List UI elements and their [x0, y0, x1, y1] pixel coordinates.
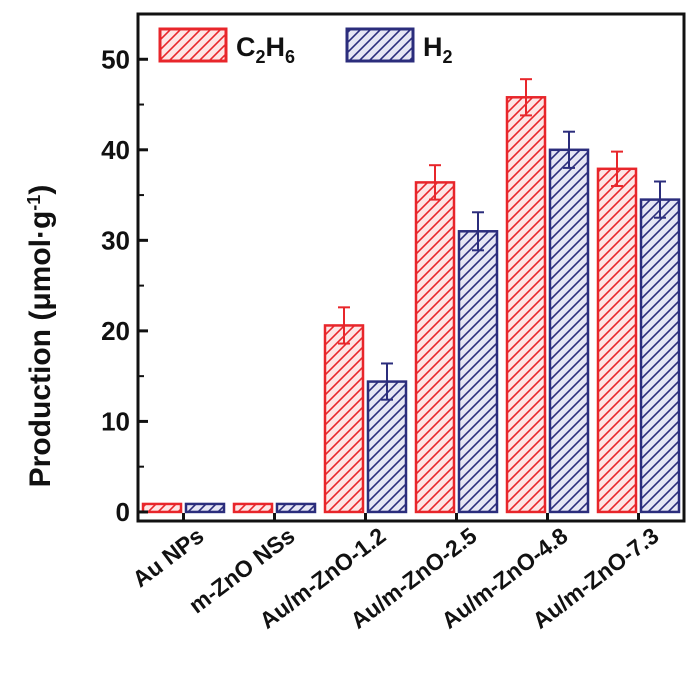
legend-label-h2: H2 — [423, 32, 453, 67]
y-tick-label: 20 — [101, 316, 130, 346]
legend-label-c2h6: C2H6 — [236, 32, 295, 67]
y-axis-title: Production (μmol·g-1) — [24, 185, 57, 488]
bar-c2h6 — [414, 181, 456, 514]
y-tick-label: 0 — [116, 497, 130, 527]
legend-swatch-c2h6 — [158, 27, 228, 63]
bar-c2h6 — [232, 502, 274, 514]
bar-h2 — [548, 148, 590, 514]
y-tick-label: 30 — [101, 225, 130, 255]
bar-c2h6 — [596, 167, 638, 514]
bar-c2h6 — [141, 502, 183, 514]
bar-h2 — [366, 380, 408, 514]
bar-h2 — [457, 230, 499, 514]
legend: C2H6 H2 — [158, 27, 453, 67]
y-axis-title-superscript: -1 — [24, 195, 44, 211]
legend-swatch-h2 — [345, 27, 415, 63]
y-tick-label: 40 — [101, 135, 130, 165]
bar-h2 — [184, 502, 226, 514]
plot-area — [136, 12, 686, 523]
y-tick-label: 50 — [101, 44, 130, 74]
y-tick-label: 10 — [101, 406, 130, 436]
bars-group — [141, 96, 681, 514]
bar-c2h6 — [323, 324, 365, 514]
bar-h2 — [639, 198, 681, 514]
x-tick-label: Au NPs — [128, 522, 209, 592]
plot-frame — [136, 12, 686, 523]
y-axis: 0 10 20 30 40 50 — [101, 44, 148, 527]
bar-h2 — [275, 502, 317, 514]
bar-c2h6 — [505, 96, 547, 514]
error-bars-group — [338, 78, 666, 401]
